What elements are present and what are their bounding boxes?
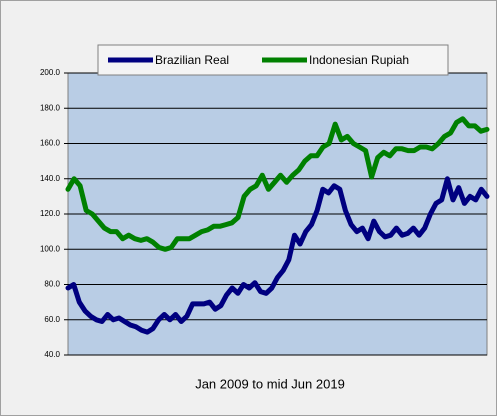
y-tick-label: 180.0 [40,103,61,112]
y-tick-label: 60.0 [44,315,60,324]
y-tick-label: 120.0 [40,209,61,218]
y-tick-label: 80.0 [44,280,60,289]
y-tick-label: 140.0 [40,174,61,183]
series-line [65,176,490,335]
y-tick-label: 200.0 [40,68,61,77]
y-tick-label: 100.0 [40,244,61,253]
series-line [65,116,490,252]
y-tick-label: 160.0 [40,139,61,148]
legend-label: Indonesian Rupiah [309,53,409,67]
caption: Jan 2009 to mid Jun 2019 [195,376,345,391]
legend-label: Brazilian Real [155,53,229,67]
y-tick-label: 40.0 [44,350,60,359]
